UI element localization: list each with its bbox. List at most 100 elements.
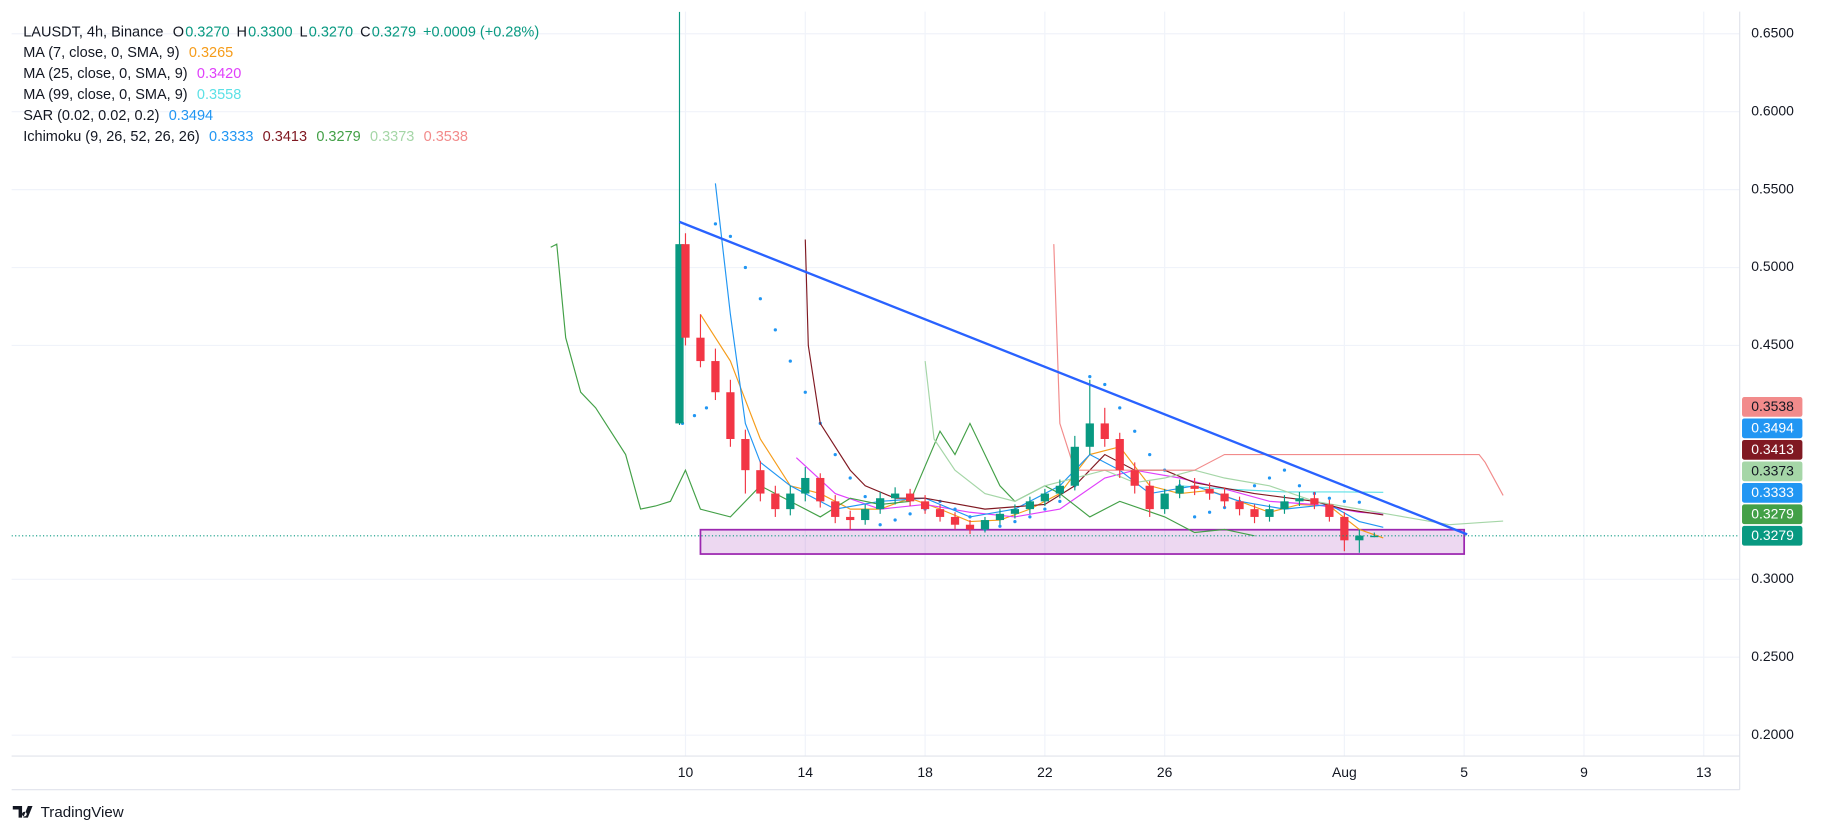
brand-logo: TradingView xyxy=(12,804,124,821)
x-tick-label: 10 xyxy=(678,764,694,780)
candle-body xyxy=(756,470,765,494)
sar-dot xyxy=(893,518,897,522)
legend: LAUSDT, 4h, Binance O 0.3270 H 0.3300 L 0.3270… xyxy=(23,24,539,145)
price-label: 0.3279 xyxy=(1751,506,1794,522)
candle-body xyxy=(1205,488,1214,494)
sar-dot xyxy=(773,328,777,332)
symbol: LAUSDT, 4h, Binance xyxy=(23,24,163,40)
candle-body xyxy=(965,524,975,530)
x-tick-label: 9 xyxy=(1580,764,1588,780)
candle-body xyxy=(1310,498,1319,505)
x-tick-label: 14 xyxy=(798,764,814,780)
sar-dot xyxy=(1058,499,1062,503)
x-tick-label: 13 xyxy=(1696,764,1712,780)
indicator-value: 0.3420 xyxy=(197,66,241,82)
sar-dot xyxy=(908,512,912,516)
y-tick-label: 0.5500 xyxy=(1751,180,1794,196)
candle-body xyxy=(876,498,885,510)
brand-name: TradingView xyxy=(41,804,124,821)
ohlc-value: 0.3279 xyxy=(372,24,416,40)
price-label: 0.3279 xyxy=(1751,527,1794,543)
candle-body xyxy=(920,501,930,510)
price-label-box xyxy=(1742,397,1803,417)
candle-body xyxy=(675,244,684,424)
price-label-box xyxy=(1742,525,1803,546)
sar-dot xyxy=(1342,499,1346,503)
price-label-box xyxy=(1742,461,1803,482)
candle-body xyxy=(1130,470,1139,486)
trendline xyxy=(679,220,1468,536)
indicator-line xyxy=(714,183,1384,528)
sar-dot xyxy=(848,476,852,480)
candle-body xyxy=(831,501,840,517)
candle-body xyxy=(1145,485,1154,510)
indicator-value: 0.3373 xyxy=(370,129,414,145)
indicator-line xyxy=(924,360,1504,526)
x-tick-label: 18 xyxy=(917,764,933,780)
sar-dot xyxy=(1118,406,1122,410)
ohlc-key: H xyxy=(237,24,247,40)
sar-dot xyxy=(788,359,792,363)
indicator-name: MA (99, close, 0, SMA, 9) xyxy=(23,87,187,103)
candle-body xyxy=(1325,504,1334,517)
sar-dot xyxy=(1028,515,1032,519)
plot-area xyxy=(11,11,1740,555)
y-tick-label: 0.3000 xyxy=(1751,570,1794,586)
candle-body xyxy=(1235,501,1244,510)
y-tick-label: 0.6500 xyxy=(1751,24,1794,40)
sar-dot xyxy=(743,265,748,270)
x-tick-label: Aug xyxy=(1332,764,1357,780)
ohlc-value: 0.3300 xyxy=(248,24,292,40)
candle-body xyxy=(726,392,735,439)
indicator-value: 0.3279 xyxy=(316,129,360,145)
candle-body xyxy=(711,361,720,393)
indicator-value: 0.3333 xyxy=(209,129,253,145)
indicator-value: 0.3494 xyxy=(169,108,213,124)
candle-body xyxy=(1055,485,1064,494)
sar-dot xyxy=(1327,496,1332,500)
y-tick-label: 0.2000 xyxy=(1751,726,1794,742)
sar-dot xyxy=(1357,500,1361,504)
candle-body xyxy=(995,513,1005,521)
indicator-name: SAR (0.02, 0.02, 0.2) xyxy=(23,108,159,124)
sar-dot xyxy=(713,222,718,226)
sar-dot xyxy=(758,297,762,301)
sar-dot xyxy=(1133,429,1137,433)
sar-dot xyxy=(1088,375,1092,379)
price-label-box xyxy=(1742,504,1803,525)
ohlc-value: 0.3270 xyxy=(309,24,353,40)
candle-body xyxy=(696,337,705,362)
candle-body xyxy=(1040,493,1049,502)
ohlc-key: O xyxy=(173,24,184,40)
candle-body xyxy=(950,516,960,525)
candle-body xyxy=(1010,509,1020,514)
price-label-box xyxy=(1742,418,1803,439)
sar-dot xyxy=(1267,476,1272,480)
candle-body xyxy=(891,493,900,499)
y-tick-label: 0.6000 xyxy=(1751,102,1794,118)
candle-body xyxy=(1100,423,1109,439)
sar-dot xyxy=(1013,519,1017,524)
candle-body xyxy=(1190,485,1199,489)
sar-dot xyxy=(1103,382,1107,387)
sar-dot xyxy=(728,234,733,238)
price-label: 0.3538 xyxy=(1751,398,1794,414)
sar-dot xyxy=(692,413,697,418)
candle-body xyxy=(1160,493,1169,510)
candle-body xyxy=(1295,498,1304,502)
axes: 0.6500 0.6000 0.5500 0.5000 0.4500 0.3000 0.25… xyxy=(678,24,1803,780)
candle-body xyxy=(1250,509,1259,517)
candle-body xyxy=(1175,485,1184,494)
candle-body xyxy=(1280,501,1289,510)
candle-body xyxy=(1025,501,1035,510)
range-rectangle xyxy=(699,528,1466,555)
y-tick-label: 0.2500 xyxy=(1751,648,1794,664)
indicator-name: MA (7, close, 0, SMA, 9) xyxy=(23,45,179,61)
sar-dot xyxy=(1192,515,1197,519)
price-label: 0.3373 xyxy=(1751,463,1794,479)
indicator-line xyxy=(1053,244,1504,496)
candle-body xyxy=(1355,535,1364,541)
x-tick-label: 26 xyxy=(1157,764,1173,780)
